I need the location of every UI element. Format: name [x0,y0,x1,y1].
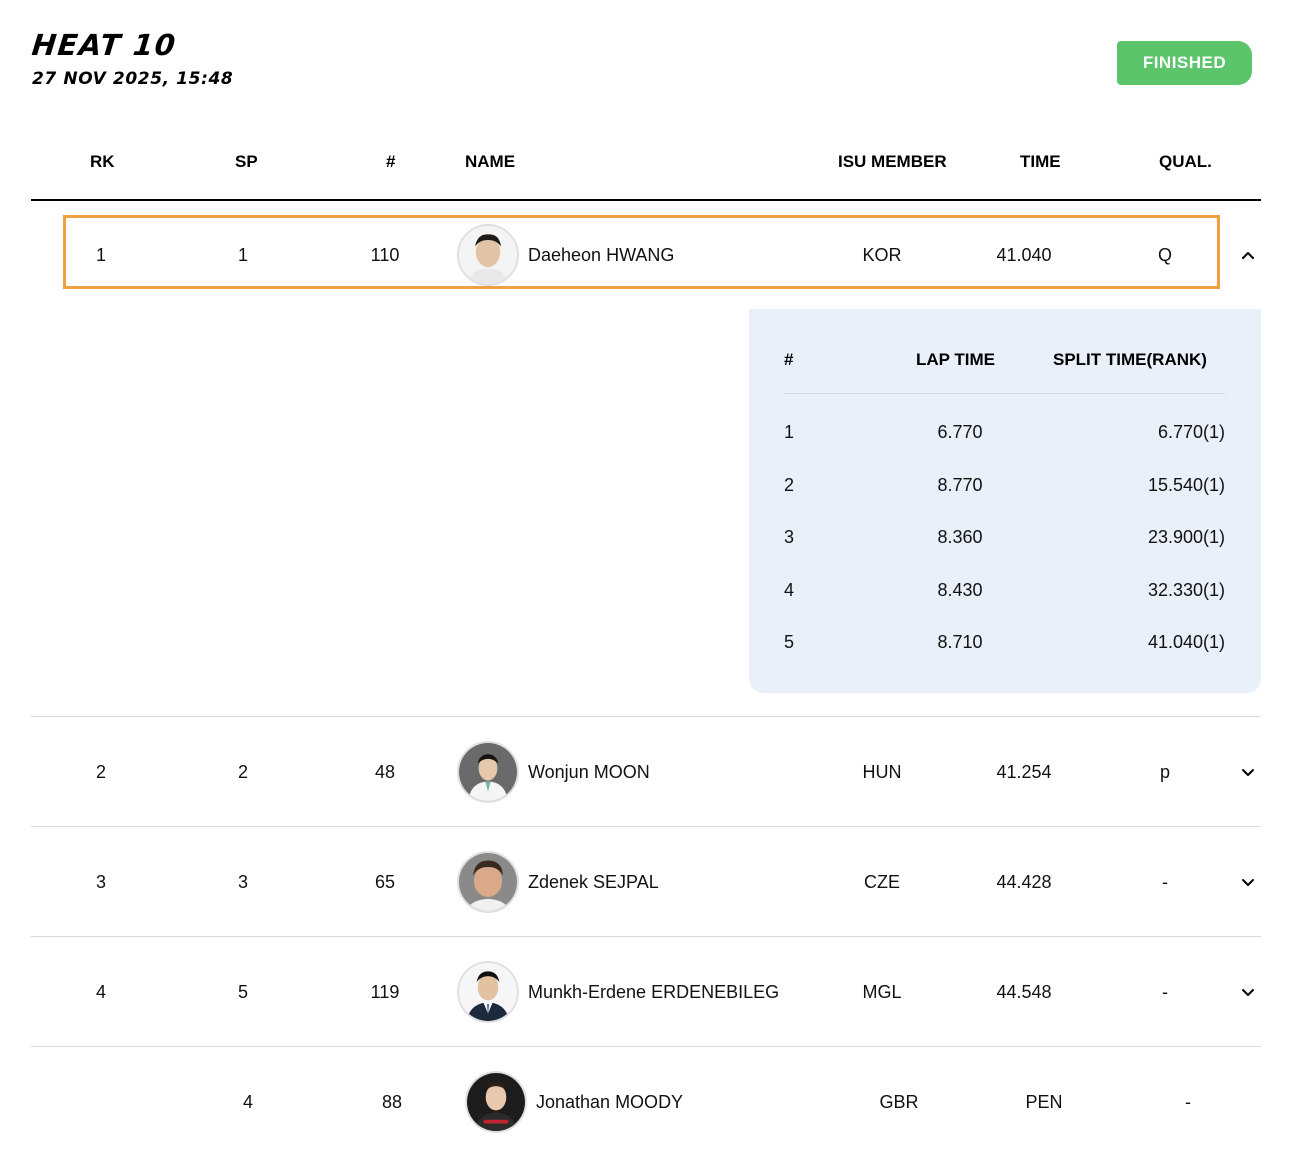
avatar [457,741,519,803]
row-number: 48 [374,762,396,782]
row-isu-member: HUN [862,762,902,782]
header-name[interactable]: NAME [465,152,516,171]
row-time: 44.548 [996,982,1052,1002]
lap-split: 41.040(1) [1147,632,1225,652]
avatar [457,224,519,286]
row-time: 41.254 [996,762,1052,782]
row-isu-member: CZE [864,872,900,892]
row-isu-member: MGL [862,982,902,1002]
row-time: PEN [1025,1092,1063,1112]
header-time[interactable]: TIME [1020,152,1061,171]
row-qualification: p [1159,762,1170,782]
status-badge: FINISHED [1117,41,1252,85]
lap-time: 8.770 [937,475,983,495]
lap-number: 4 [784,580,795,600]
row-athlete-name[interactable]: Wonjun MOON [528,762,650,782]
lap-header-lap-time: LAP TIME [916,350,996,369]
heat-title: HEAT 10 [30,28,179,62]
lap-time: 8.430 [937,580,983,600]
row-number: 119 [370,982,400,1002]
row-athlete-name[interactable]: Zdenek SEJPAL [528,872,659,892]
header-rk[interactable]: RK [90,152,115,171]
row-start-position: 2 [237,762,248,782]
row-start-position: 1 [237,245,248,265]
header-isu-member[interactable]: ISU MEMBER [838,152,947,171]
chevron-down-icon[interactable] [1238,872,1258,892]
lap-header-divider [784,393,1225,394]
row-isu-member: GBR [879,1092,919,1112]
lap-header-split-time: SPLIT TIME(RANK) [1053,350,1207,369]
row-start-position: 5 [237,982,248,1002]
lap-number: 5 [784,632,795,652]
row-rank: 4 [95,982,106,1002]
lap-split: 23.900(1) [1147,527,1225,547]
row-athlete-name[interactable]: Munkh-Erdene ERDENEBILEG [528,982,780,1002]
row-qualification: - [1162,872,1168,892]
chevron-down-icon[interactable] [1238,982,1258,1002]
lap-time: 8.360 [937,527,983,547]
row-isu-member: KOR [862,245,902,265]
row-divider [31,936,1261,937]
row-rank: 1 [95,245,106,265]
lap-time: 6.770 [937,422,983,442]
lap-number: 2 [784,475,795,495]
row-athlete-name[interactable]: Daeheon HWANG [528,245,675,265]
lap-split: 32.330(1) [1147,580,1225,600]
row-number: 110 [370,245,400,265]
row-start-position: 3 [237,872,248,892]
lap-number: 1 [784,422,795,442]
row-time: 41.040 [996,245,1052,265]
row-divider [31,716,1261,717]
lap-time: 8.710 [937,632,983,652]
avatar [457,961,519,1023]
lap-split: 15.540(1) [1147,475,1225,495]
row-number: 65 [374,872,396,892]
row-number: 88 [381,1092,403,1112]
chevron-up-icon[interactable] [1238,246,1258,266]
chevron-down-icon[interactable] [1238,762,1258,782]
row-start-position: 4 [242,1092,253,1112]
row-athlete-name[interactable]: Jonathan MOODY [536,1092,684,1112]
lap-breakdown-panel: # LAP TIME SPLIT TIME(RANK) 1 6.770 6.77… [749,309,1261,693]
avatar [465,1071,527,1133]
row-qualification: - [1162,982,1168,1002]
row-qualification: Q [1157,245,1172,265]
lap-split: 6.770(1) [1157,422,1225,442]
row-rank: 2 [95,762,106,782]
row-rank: 3 [95,872,106,892]
header-divider [31,199,1261,201]
avatar [457,851,519,913]
header-number[interactable]: # [386,152,396,171]
row-qualification: - [1185,1092,1191,1112]
row-time: 44.428 [996,872,1052,892]
lap-number: 3 [784,527,795,547]
row-divider [31,826,1261,827]
selected-row-highlight [63,215,1220,289]
lap-header-number: # [784,350,794,369]
heat-datetime: 27 NOV 2025, 15:48 [32,69,234,89]
row-divider [31,1046,1261,1047]
header-sp[interactable]: SP [235,152,258,171]
header-qual[interactable]: QUAL. [1159,152,1212,171]
